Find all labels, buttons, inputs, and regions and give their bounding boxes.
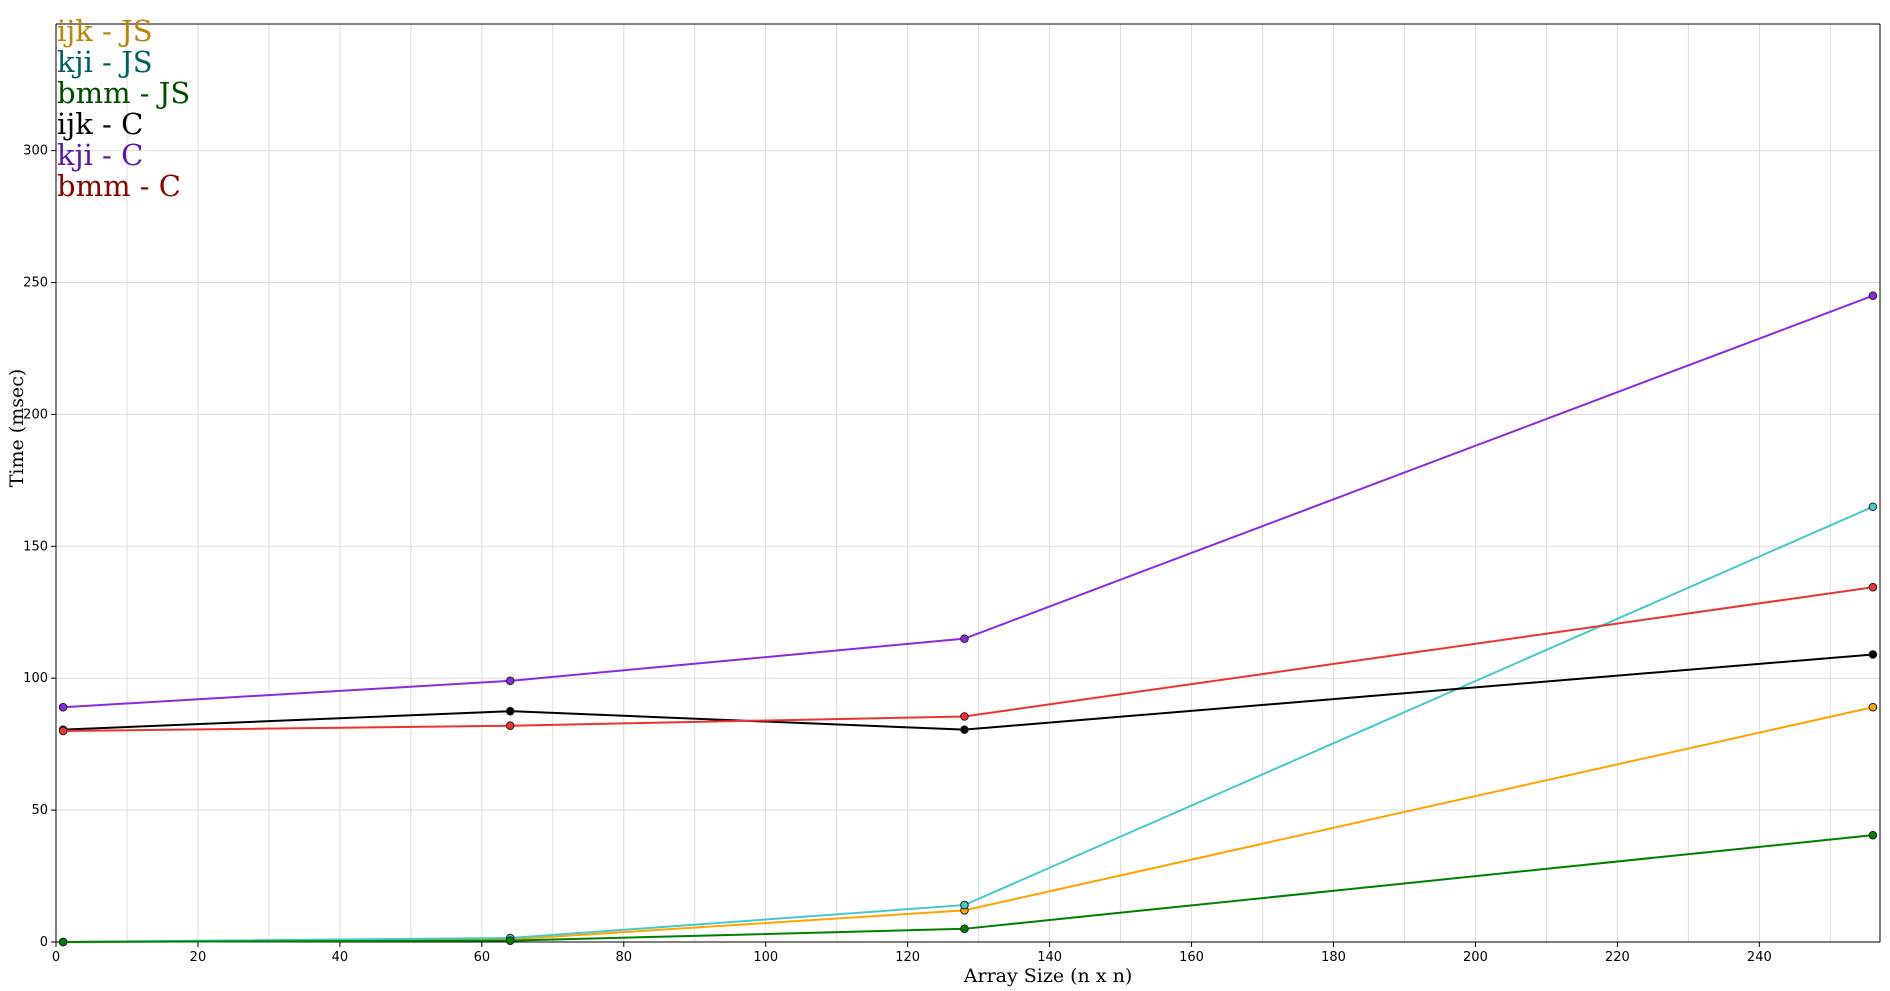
- data-point: [960, 924, 969, 934]
- y-tick-label: 100: [23, 671, 48, 686]
- x-tick-label: 140: [1037, 950, 1062, 965]
- x-tick-label: 20: [190, 950, 207, 965]
- series-line: [63, 834, 1874, 943]
- data-point: [58, 937, 68, 947]
- legend-entry: kji - JS: [57, 45, 153, 79]
- data-point: [1868, 830, 1878, 840]
- series-4: [58, 291, 1878, 712]
- x-tick-label: 220: [1605, 950, 1630, 965]
- x-tick-label: 240: [1747, 950, 1772, 965]
- legend-entry: ijk - JS: [57, 14, 153, 48]
- axes: 0 20 40 60 80 100 120 140 160 180 200 220 240 0 50 100 1…: [23, 23, 1881, 965]
- data-point: [58, 702, 68, 712]
- data-point: [1868, 502, 1878, 512]
- series-line: [63, 294, 1874, 709]
- data-point: [960, 900, 969, 910]
- series-2: [58, 830, 1878, 947]
- series-0: [58, 702, 1878, 947]
- data-point: [1868, 582, 1878, 592]
- data-point: [1868, 702, 1878, 712]
- data-point: [960, 712, 969, 721]
- grid-lines: [56, 24, 1880, 942]
- legend-entry: ijk - C: [57, 107, 143, 141]
- y-tick-label: 200: [23, 407, 48, 422]
- series-5: [58, 582, 1878, 736]
- x-axis-label: Array Size (n x n): [963, 965, 1132, 987]
- series-1: [58, 502, 1878, 947]
- y-tick-label: 300: [23, 144, 48, 159]
- data-point: [505, 706, 515, 716]
- x-tick-label: 180: [1321, 950, 1346, 965]
- x-tick-label: 120: [895, 950, 920, 965]
- data-point: [960, 634, 969, 643]
- y-tick-label: 150: [23, 539, 48, 554]
- x-tick-label: 80: [616, 950, 633, 965]
- x-tick-label: 100: [753, 950, 778, 965]
- y-tick-label: 0: [40, 935, 48, 950]
- x-tick-label: 160: [1179, 950, 1204, 965]
- data-point: [58, 726, 68, 736]
- x-tick-label: 60: [474, 950, 491, 965]
- data-point: [505, 721, 515, 730]
- series-lines: [58, 291, 1878, 947]
- data-point: [1868, 650, 1878, 659]
- legend-entry: bmm - C: [57, 169, 181, 203]
- y-tick-label: 250: [23, 276, 48, 291]
- data-point: [505, 676, 515, 686]
- y-tick-label: 50: [31, 803, 48, 818]
- x-tick-label: 40: [332, 950, 349, 965]
- data-point: [505, 936, 515, 945]
- data-point: [1868, 291, 1878, 301]
- x-tick-label: 200: [1463, 950, 1488, 965]
- series-line: [63, 586, 1874, 732]
- legend-entry: bmm - JS: [57, 76, 190, 110]
- series-line: [63, 505, 1874, 943]
- y-axis-label: Time (msec): [6, 369, 28, 488]
- legend-entry: kji - C: [57, 138, 143, 172]
- data-point: [960, 725, 969, 734]
- x-tick-label: 0: [52, 950, 60, 965]
